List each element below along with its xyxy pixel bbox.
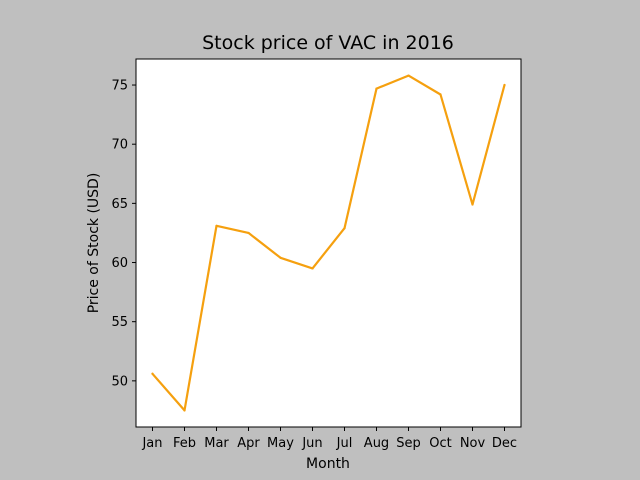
x-axis-label: Month: [306, 456, 350, 472]
x-axis: Jan Feb Mar Apr May Jun Jul Aug Sep Oct Nov Dec: [141, 427, 517, 451]
x-tick-label: Jul: [336, 436, 353, 451]
y-tick-label: 55: [111, 315, 128, 330]
series-layer: [151, 74, 506, 412]
y-tick-label: 75: [111, 79, 128, 94]
x-tick-label: May: [267, 436, 294, 451]
x-tick-label: Nov: [460, 436, 486, 451]
data-point: [215, 224, 218, 227]
x-tick-label: Feb: [173, 436, 196, 451]
y-tick-label: 65: [111, 197, 128, 212]
series-line: [151, 74, 506, 412]
plot-area: [135, 58, 522, 428]
data-point: [311, 267, 314, 270]
x-tick-label: Apr: [237, 436, 260, 451]
x-tick-label: Mar: [204, 436, 229, 451]
x-tick-label: Jan: [141, 436, 162, 451]
data-point: [183, 409, 186, 412]
data-point: [279, 256, 282, 259]
x-tick-label: Jun: [301, 436, 322, 451]
y-tick-label: 50: [111, 374, 128, 389]
data-point: [343, 227, 346, 230]
x-tick-label: Oct: [429, 436, 451, 451]
data-point: [503, 83, 506, 87]
y-axis-label: Price of Stock (USD): [86, 173, 102, 314]
data-point: [407, 74, 410, 77]
x-tick-label: Aug: [364, 436, 389, 451]
data-point: [247, 231, 250, 235]
y-axis: 50 55 60 65 70 75: [111, 79, 136, 389]
chart-title: Stock price of VAC in 2016: [202, 32, 454, 54]
data-point: [471, 203, 474, 206]
data-point: [439, 93, 442, 96]
data-point: [375, 87, 378, 90]
y-tick-label: 70: [111, 138, 128, 153]
x-tick-label: Dec: [492, 436, 517, 451]
x-tick-label: Sep: [396, 436, 421, 451]
data-point: [151, 372, 154, 375]
y-tick-label: 60: [111, 256, 128, 271]
